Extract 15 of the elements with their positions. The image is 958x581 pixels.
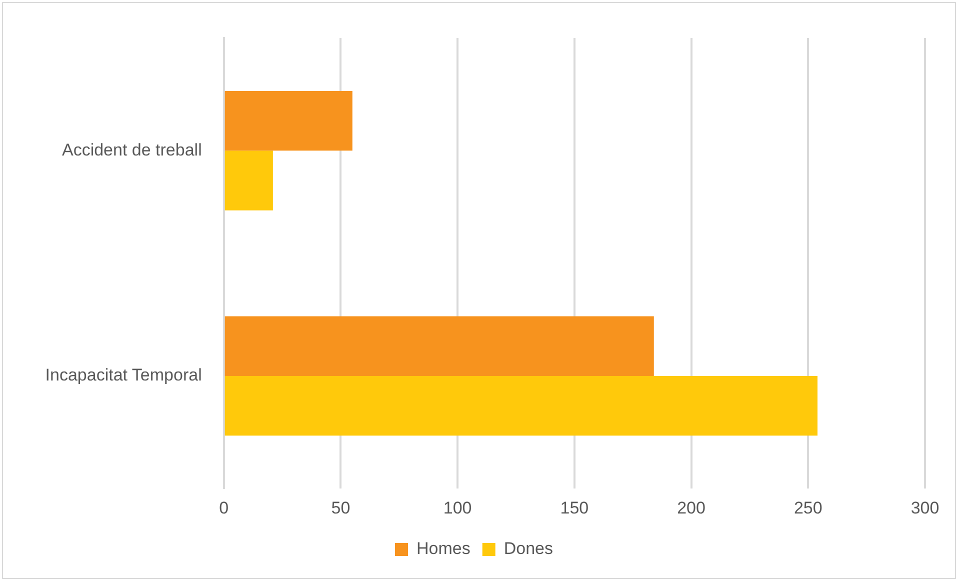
bar	[224, 316, 654, 376]
x-tick-label: 250	[794, 498, 822, 518]
bar	[224, 90, 352, 151]
legend-label: Homes	[416, 539, 470, 558]
x-tick-label: 50	[331, 498, 350, 518]
x-tick-label: 100	[443, 498, 472, 518]
x-tick-label: 0	[219, 498, 229, 518]
x-tick-label: 200	[677, 498, 706, 518]
bar	[224, 150, 273, 210]
x-tick-label: 150	[560, 498, 589, 518]
y-tick-label: Incapacitat Temporal	[45, 366, 202, 385]
legend-label: Dones	[504, 539, 553, 558]
x-tick-label: 300	[910, 498, 940, 518]
y-tick-label: Accident de treball	[62, 140, 202, 160]
bar	[224, 376, 818, 436]
